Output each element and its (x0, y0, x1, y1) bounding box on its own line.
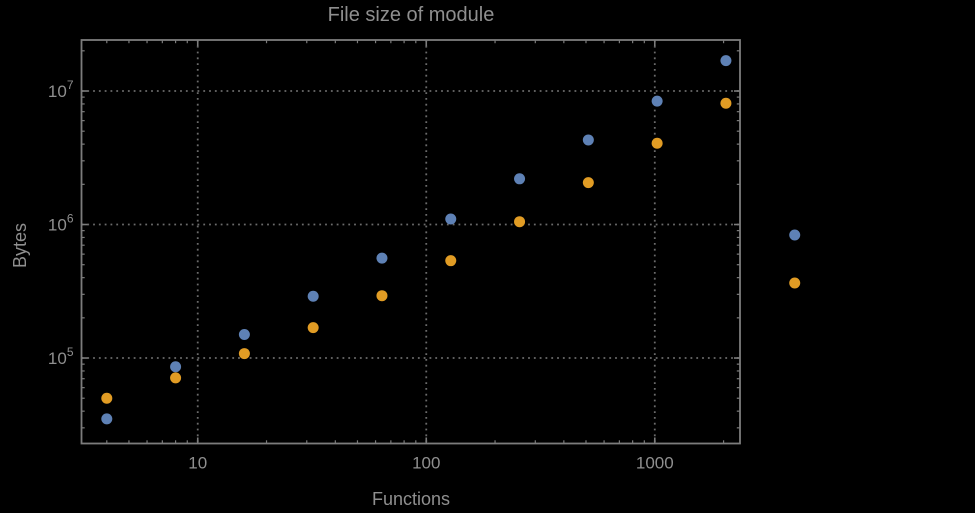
x-tick-label: 100 (412, 454, 440, 473)
y-tick-label: 107 (48, 78, 74, 101)
data-point-series-orange (445, 255, 457, 267)
plot-frame (80, 39, 741, 445)
data-point-series-blue (307, 290, 319, 302)
data-point-series-blue (514, 173, 526, 185)
data-point-series-blue (101, 413, 113, 425)
data-point-series-blue (789, 229, 801, 241)
x-tick-label: 1000 (636, 454, 674, 473)
x-tick-label: 10 (188, 454, 207, 473)
data-point-series-orange (514, 216, 526, 228)
data-point-series-orange (789, 277, 801, 289)
chart-title: File size of module (327, 4, 495, 26)
data-point-series-blue (582, 134, 594, 146)
data-point-series-orange (651, 137, 663, 149)
data-point-series-orange (307, 322, 319, 334)
data-point-series-blue (651, 95, 663, 107)
data-point-series-blue (170, 361, 182, 373)
x-axis-label: Functions (371, 489, 451, 509)
data-point-series-orange (101, 392, 113, 404)
data-point-series-orange (582, 177, 594, 189)
data-point-series-orange (376, 290, 388, 302)
data-point-series-orange (170, 372, 182, 384)
y-tick-label: 106 (48, 212, 74, 235)
data-point-series-blue (238, 329, 250, 341)
data-point-series-orange (238, 348, 250, 360)
data-point-series-blue (445, 213, 457, 225)
data-point-series-blue (376, 252, 388, 264)
data-point-series-blue (720, 55, 732, 67)
y-tick-label: 105 (48, 345, 74, 368)
data-point-series-orange (720, 97, 732, 109)
